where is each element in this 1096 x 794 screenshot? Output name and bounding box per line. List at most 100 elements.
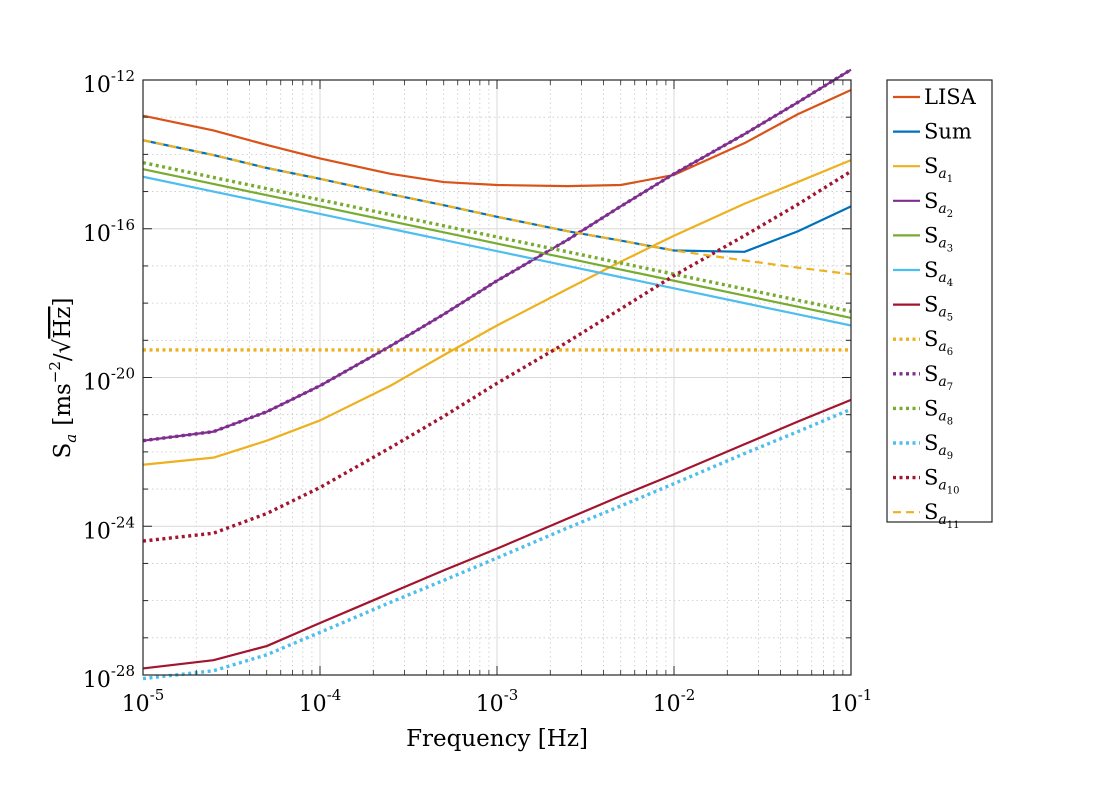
legend-label-s-a6: Sa6 — [924, 327, 953, 358]
legend-label-sub-a: a — [938, 339, 946, 355]
y-tick-base: 10 — [83, 73, 111, 98]
legend-label-sub-index: 7 — [947, 382, 953, 393]
legend-label-sub-a: a — [938, 443, 946, 459]
legend-label-sub-index: 3 — [947, 243, 953, 254]
legend-label-main: S — [924, 154, 938, 178]
y-tick-label: 10-12 — [83, 67, 135, 98]
x-tick-label: 10-4 — [299, 686, 342, 717]
y-tick-base: 10 — [83, 519, 111, 544]
legend-items: LISASumSa1Sa2Sa3Sa4Sa5Sa6Sa7Sa8Sa9Sa10Sa… — [893, 85, 977, 531]
x-tick-label: 10-3 — [476, 686, 519, 717]
legend-label-main: S — [924, 258, 938, 282]
y-tick-base: 10 — [83, 371, 111, 396]
y-tick-exp: -16 — [111, 216, 135, 234]
x-tick-labels: 10-5 10-4 10-3 10-2 10-1 — [122, 686, 873, 717]
y-title-sub: a — [62, 434, 80, 443]
legend-label-main: LISA — [924, 85, 977, 109]
x-tick-label: 10-2 — [653, 686, 696, 717]
legend-label-sub-index: 9 — [947, 451, 953, 462]
legend-label-sub-index: 4 — [947, 278, 953, 289]
legend-label-sub-a: a — [938, 478, 946, 494]
legend-label-s-a7: Sa7 — [924, 362, 953, 393]
series-line-s-a3 — [142, 168, 852, 319]
legend-label-main: S — [924, 327, 938, 351]
legend-label-s-a11: Sa11 — [924, 500, 959, 531]
legend-label-s-a8: Sa8 — [924, 396, 953, 427]
x-tick-exp: -2 — [681, 686, 696, 704]
y-title-unit-root: Hz — [50, 306, 76, 338]
legend-label-sub-a: a — [938, 166, 946, 182]
legend-label-main: S — [924, 466, 938, 490]
legend-label-sub-a: a — [938, 201, 946, 217]
y-title-unit-mid: /√ — [50, 338, 76, 361]
legend-label-sub-a: a — [938, 270, 946, 286]
series-layer — [142, 68, 852, 681]
y-title-unit-open: [ms — [50, 383, 76, 426]
y-title-unit-close: ] — [50, 297, 76, 306]
x-tick-base: 10 — [653, 692, 681, 717]
legend-label-main: S — [924, 500, 938, 524]
y-tick-label: 10-24 — [83, 513, 135, 544]
x-tick-label: 10-1 — [830, 686, 873, 717]
legend-label-s-a2: Sa2 — [924, 189, 953, 220]
x-tick-exp: -5 — [150, 686, 165, 704]
y-tick-exp: -28 — [111, 662, 135, 680]
legend-label-lisa: LISA — [924, 85, 977, 109]
legend-label-sub-a: a — [938, 235, 946, 251]
legend-label-s-a9: Sa9 — [924, 431, 953, 462]
y-tick-exp: -24 — [111, 513, 135, 531]
series-line-s-a1 — [142, 159, 852, 466]
major-grid — [143, 80, 851, 675]
legend-box — [886, 79, 993, 523]
legend-label-sub-a: a — [938, 408, 946, 424]
x-tick-base: 10 — [830, 692, 858, 717]
series-line-s-a11 — [142, 139, 852, 276]
tick-marks — [142, 79, 852, 676]
x-tick-base: 10 — [299, 692, 327, 717]
series-line-s-a8 — [142, 160, 852, 314]
legend-label-sub-index: 6 — [947, 347, 953, 358]
legend-label-main: Sum — [924, 120, 972, 144]
series-line-s-a10 — [142, 169, 852, 543]
legend-label-sum: Sum — [924, 120, 972, 144]
legend-label-s-a4: Sa4 — [924, 258, 953, 289]
legend-label-sub-index: 10 — [947, 486, 960, 497]
legend-label-sub-index: 11 — [947, 520, 960, 531]
legend-label-s-a3: Sa3 — [924, 223, 953, 254]
legend-label-sub-a: a — [938, 374, 946, 390]
legend-label-s-a1: Sa1 — [924, 154, 953, 185]
legend-label-main: S — [924, 362, 938, 386]
legend: LISASumSa1Sa2Sa3Sa4Sa5Sa6Sa7Sa8Sa9Sa10Sa… — [886, 79, 993, 531]
series-line-s-a4 — [142, 175, 852, 327]
x-tick-exp: -1 — [858, 686, 873, 704]
legend-label-main: S — [924, 396, 938, 420]
y-tick-label: 10-16 — [83, 216, 135, 247]
y-tick-base: 10 — [83, 222, 111, 247]
legend-label-sub-index: 1 — [947, 174, 953, 185]
y-tick-label: 10-20 — [83, 365, 135, 396]
legend-label-sub-a: a — [938, 512, 946, 528]
x-axis-title: Frequency [Hz] — [406, 726, 588, 752]
series-line-s-a9 — [142, 407, 852, 681]
legend-label-sub-index: 2 — [947, 209, 953, 220]
y-axis-title-text: Sa [ms−2/√Hz] — [46, 297, 80, 458]
x-tick-exp: -4 — [327, 686, 342, 704]
legend-label-main: S — [924, 189, 938, 213]
series-line-s-a2 — [142, 68, 852, 442]
legend-label-s-a5: Sa5 — [924, 293, 953, 324]
x-tick-label: 10-5 — [122, 686, 165, 717]
series-line-lisa — [142, 88, 852, 188]
legend-label-sub-a: a — [938, 305, 946, 321]
legend-label-s-a10: Sa10 — [924, 466, 959, 497]
series-line-sum — [142, 139, 852, 253]
y-title-symbol: S — [50, 443, 76, 459]
plot-area — [142, 68, 852, 681]
legend-label-main: S — [924, 293, 938, 317]
x-tick-exp: -3 — [504, 686, 519, 704]
x-tick-base: 10 — [476, 692, 504, 717]
legend-label-sub-index: 5 — [947, 313, 953, 324]
y-tick-label: 10-28 — [83, 662, 135, 693]
y-axis-title: Sa [ms−2/√Hz] — [46, 297, 80, 458]
